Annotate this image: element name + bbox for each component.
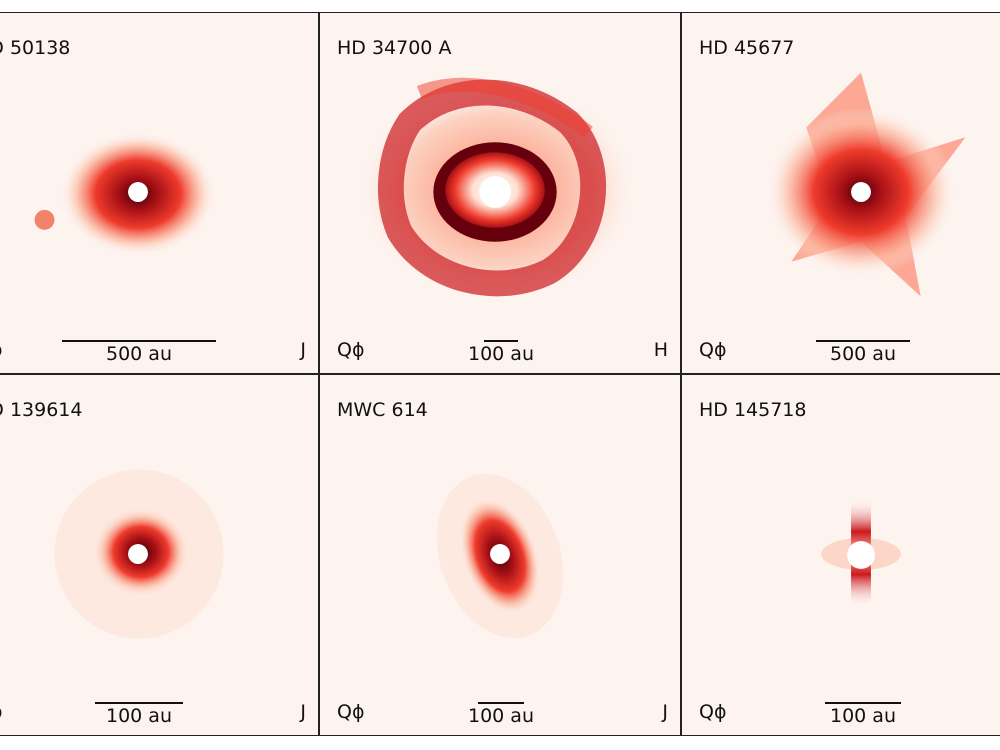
band-label: J <box>300 339 306 361</box>
disk-image-hd-145718 <box>821 499 901 607</box>
polarization-label: Qϕ <box>337 339 365 361</box>
panel-hd-45677: HD 45677 Qϕ 500 au <box>681 12 1000 374</box>
panel-hd-139614: HD 139614 Qϕ J 100 au <box>0 374 319 736</box>
band-label: H <box>653 339 668 361</box>
panel-mwc-614: MWC 614 Qϕ J 100 au <box>319 374 681 736</box>
polarization-label: Qϕ <box>337 701 365 723</box>
scale-bar: 500 au <box>816 340 910 365</box>
band-label: J <box>300 701 306 723</box>
scale-text: 100 au <box>468 343 534 365</box>
panel-hd-50138: HD 50138 Qϕ J 500 au <box>0 12 319 374</box>
scale-text: 100 au <box>830 705 896 727</box>
scale-bar: 100 au <box>95 702 183 727</box>
disk-image-hd-50138 <box>34 132 216 256</box>
scale-text: 100 au <box>106 705 172 727</box>
polarization-label: Qϕ <box>699 701 727 723</box>
disk-image-hd-34700-a <box>357 77 637 300</box>
disk-image-hd-45677 <box>766 72 966 297</box>
target-label: HD 45677 <box>699 37 795 59</box>
scale-text: 500 au <box>830 343 896 365</box>
scale-text: 500 au <box>106 343 172 365</box>
disk-image-mwc-614 <box>436 473 564 639</box>
panel-hd-34700-a: HD 34700 A Qϕ H 100 au <box>319 12 681 374</box>
target-label: HD 34700 A <box>337 37 452 59</box>
target-label: HD 145718 <box>699 399 807 421</box>
scale-text: 100 au <box>468 705 534 727</box>
scale-bar: 100 au <box>825 702 901 727</box>
target-label: MWC 614 <box>337 399 428 421</box>
scale-bar: 500 au <box>62 340 216 365</box>
scale-bar: 100 au <box>451 702 551 727</box>
band-label: J <box>662 701 668 723</box>
polarization-label: Qϕ <box>0 701 3 723</box>
polarization-label: Qϕ <box>699 339 727 361</box>
panel-hd-145718: HD 145718 Qϕ 100 au <box>681 374 1000 736</box>
target-label: HD 50138 <box>0 37 71 59</box>
target-label: HD 139614 <box>0 399 83 421</box>
image-grid: HD 50138 Qϕ J 500 au <box>0 12 1000 736</box>
polarization-label: Qϕ <box>0 339 3 361</box>
disk-image-hd-139614 <box>54 469 224 639</box>
scale-bar: 100 au <box>451 340 551 365</box>
